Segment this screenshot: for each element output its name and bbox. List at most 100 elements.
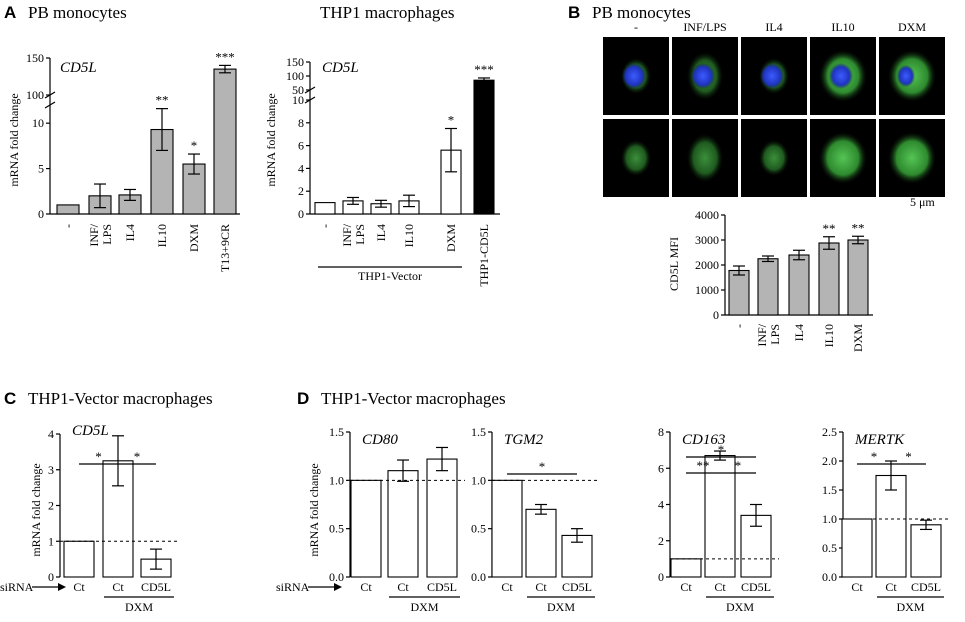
y-tick-label: 0 (713, 308, 719, 322)
chart-c: 0 1 2 3 4 CD5L mRNA fold change * * Ct Ct CD5L DXM (29, 423, 179, 614)
bar (788, 254, 810, 316)
x-tick-label: INF/ (87, 223, 101, 246)
panel-label-c: C (4, 389, 16, 408)
cytoplasm-signal (759, 140, 789, 176)
y-tick-label: 10 (32, 116, 44, 130)
gene-label: CD5L (72, 423, 109, 439)
x-tick-label: CD5L (141, 580, 171, 594)
chart-d2: 0.0 0.5 1.0 1.5 TGM2 * Ct Ct CD5L DXM (471, 425, 600, 614)
group-label: DXM (896, 600, 924, 614)
significance-star: *** (215, 49, 235, 64)
x-tick-label: Ct (360, 580, 372, 594)
y-tick-label: 150 (286, 55, 304, 69)
y-tick-label: 3 (48, 463, 54, 477)
x-tick-label-part: LPS (353, 224, 367, 245)
x-tick-label: - (732, 324, 746, 328)
nucleus-signal (691, 63, 715, 89)
significance-star: ** (697, 458, 710, 473)
sirna-label: siRNA (276, 580, 310, 594)
significance-star: *** (474, 62, 494, 77)
x-tick-label: IL4 (374, 224, 388, 241)
x-tick-label: Ct (851, 580, 863, 594)
significance-star: * (191, 138, 198, 153)
sirna-arrow-head (58, 583, 66, 591)
gene-label: CD5L (322, 60, 359, 76)
bar (704, 455, 736, 578)
sirna-label-group: siRNA (0, 580, 66, 594)
cytoplasm-signal (687, 134, 723, 182)
bar (350, 479, 382, 578)
y-tick-label: 1 (48, 534, 54, 548)
axis-break (304, 96, 316, 104)
sirna-label: siRNA (0, 580, 34, 594)
significance-star: * (448, 113, 455, 128)
bar (561, 534, 593, 578)
gene-label: CD5L (60, 60, 97, 76)
micro-col-label: INF/LPS (683, 20, 726, 34)
group-label: THP1-Vector (358, 269, 422, 283)
bar (473, 79, 495, 215)
significance-star: * (735, 458, 742, 473)
y-tick-label: 0 (298, 207, 304, 221)
bar (757, 258, 779, 316)
axis-break (304, 86, 316, 94)
y-tick-label: 2.5 (822, 425, 837, 439)
bar (387, 470, 419, 578)
x-tick-label: - (61, 224, 75, 228)
y-tick-label: 0.0 (471, 570, 486, 584)
gene-label: TGM2 (504, 432, 544, 448)
bar (841, 518, 873, 578)
bar (875, 474, 907, 578)
y-tick-label: 1.5 (329, 425, 344, 439)
y-tick-label: 2000 (695, 258, 719, 272)
significance-star: * (95, 449, 102, 464)
significance-star: * (905, 449, 912, 464)
significance-star: * (539, 459, 546, 474)
gene-label: MERTK (854, 432, 905, 448)
nucleus-signal (829, 63, 853, 89)
x-tick-label: Ct (885, 580, 897, 594)
panel-label-b: B (568, 3, 580, 22)
bar (910, 524, 942, 578)
micro-col-label: IL4 (765, 20, 782, 34)
x-tick-label: Ct (112, 580, 124, 594)
y-axis-label: mRNA fold change (29, 463, 43, 556)
chart-b: 0 1000 2000 3000 4000 ** ** CD5L MFI - INF/LPS IL4… (667, 208, 873, 352)
y-tick-label: 150 (26, 51, 44, 65)
x-tick-label: IL10 (402, 224, 416, 247)
y-tick-label: 3000 (695, 233, 719, 247)
nucleus-signal (760, 63, 784, 89)
sirna-label-group: siRNA (276, 580, 342, 594)
bar (56, 204, 80, 215)
y-tick-label: 2 (658, 534, 664, 548)
y-tick-label: 100 (286, 69, 304, 83)
panel-label-d: D (297, 389, 309, 408)
y-tick-label: 1.0 (329, 473, 344, 487)
micro-col-label: DXM (898, 20, 926, 34)
panel-label-a: A (4, 3, 16, 22)
panel-title-a2: THP1 macrophages (320, 3, 455, 22)
x-tick-label: IL4 (123, 224, 137, 241)
y-axis-label: mRNA fold change (307, 463, 321, 556)
y-tick-label: 0.5 (471, 522, 486, 536)
y-tick-label: 8 (298, 116, 304, 130)
y-tick-label: 1.0 (471, 473, 486, 487)
y-tick-label: 2 (298, 184, 304, 198)
x-tick-label: Ct (501, 580, 513, 594)
x-tick-label: THP1-CD5L (477, 224, 491, 287)
x-tick-label: Ct (397, 580, 409, 594)
x-tick-label: CD5L (911, 580, 941, 594)
bar (426, 458, 458, 578)
y-tick-label: 4 (658, 498, 664, 512)
x-tick-label: - (318, 224, 332, 228)
x-tick-label: Ct (73, 580, 85, 594)
microscopy-grid: - INF/LPS IL4 IL10 DXM 5 μm (603, 20, 945, 209)
y-tick-label: 4000 (695, 208, 719, 222)
bar (728, 269, 750, 316)
panel-title-b: PB monocytes (592, 3, 691, 22)
y-axis-label: mRNA fold change (264, 93, 278, 186)
group-label: DXM (547, 600, 575, 614)
x-tick-label: CD5L (427, 580, 457, 594)
